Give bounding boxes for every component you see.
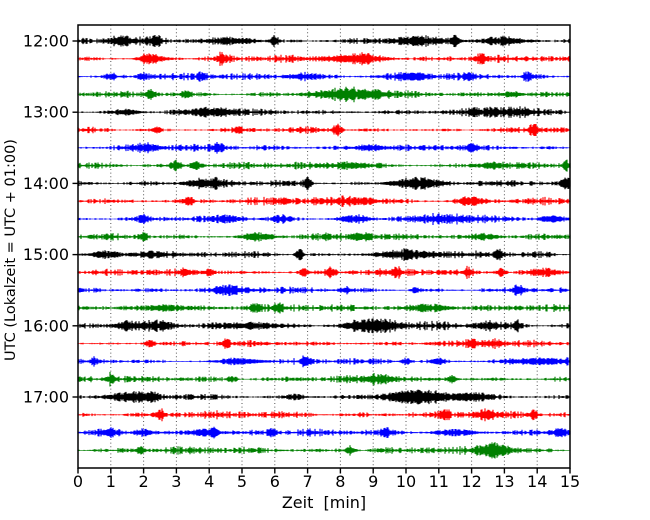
- seismic-trace-15:00: [77, 248, 571, 261]
- x-tick-label: 15: [560, 472, 580, 491]
- y-axis-label: UTC (Lokalzeit = UTC + 01:00): [3, 139, 19, 361]
- x-tick-label: 0: [73, 472, 83, 491]
- x-tick-label: 5: [237, 472, 247, 491]
- plot-frame: [77, 24, 571, 469]
- seismic-trace-13:15: [77, 123, 571, 137]
- x-tick-label: 3: [171, 472, 181, 491]
- x-tick-label: 8: [335, 472, 345, 491]
- seismic-trace-17:30: [77, 426, 571, 439]
- seismic-trace-15:45: [77, 302, 571, 314]
- x-tick-label: 2: [139, 472, 149, 491]
- label-layer: 0 1 2 3 4 5 6 7 8 9 10 11 12 13 14 1512:0013:0014:0015:…: [23, 32, 580, 492]
- seismic-trace-14:00: [77, 176, 571, 190]
- x-tick-label: 14: [527, 472, 547, 491]
- x-tick-label: 13: [494, 472, 514, 491]
- hour-label: 14:00: [23, 174, 69, 193]
- seismic-trace-17:00: [77, 389, 571, 405]
- tick-layer: [72, 40, 571, 474]
- seismic-trace-12:15: [77, 51, 571, 66]
- seismic-trace-12:45: [77, 86, 571, 103]
- seismic-trace-17:45: [77, 442, 571, 459]
- hour-label: 12:00: [23, 32, 69, 51]
- seismic-trace-16:45: [77, 371, 571, 387]
- seismic-trace-13:00: [77, 106, 571, 119]
- seismic-trace-14:45: [77, 232, 571, 242]
- x-tick-label: 10: [396, 472, 416, 491]
- x-tick-label: 1: [106, 472, 116, 491]
- seismic-trace-13:30: [77, 142, 571, 154]
- seismic-trace-15:15: [77, 265, 571, 279]
- seismic-trace-12:00: [77, 34, 571, 48]
- seismic-trace-12:30: [77, 71, 571, 82]
- seismic-trace-16:00: [77, 318, 571, 334]
- x-tick-label: 9: [368, 472, 378, 491]
- trace-layer: [77, 34, 571, 459]
- seismic-trace-15:30: [77, 284, 571, 296]
- seismic-trace-14:30: [77, 213, 571, 225]
- x-tick-label: 7: [303, 472, 313, 491]
- seismic-trace-17:15: [77, 408, 571, 422]
- hour-label: 17:00: [23, 388, 69, 407]
- hour-label: 15:00: [23, 245, 69, 264]
- x-tick-label: 11: [429, 472, 449, 491]
- x-axis-label: Zeit [min]: [282, 493, 366, 512]
- x-tick-label: 6: [270, 472, 280, 491]
- seismic-trace-16:15: [77, 338, 571, 349]
- hour-label: 16:00: [23, 316, 69, 335]
- x-tick-label: 4: [204, 472, 214, 491]
- seismic-trace-16:30: [77, 355, 571, 368]
- x-tick-label: 12: [461, 472, 481, 491]
- seismic-trace-14:15: [77, 195, 571, 207]
- hour-label: 13:00: [23, 103, 69, 122]
- seismic-trace-13:45: [77, 159, 571, 172]
